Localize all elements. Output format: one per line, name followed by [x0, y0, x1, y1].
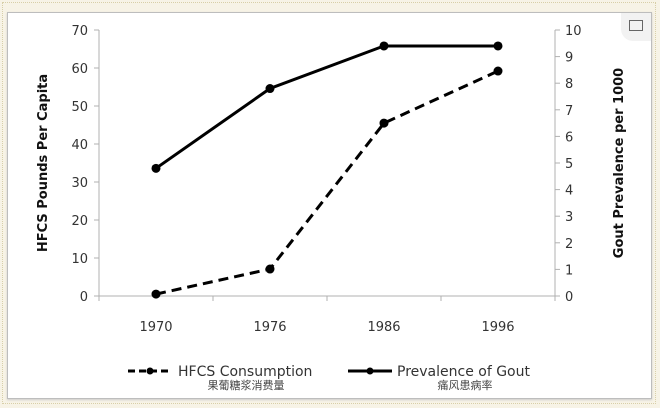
data-point-1-2 — [379, 41, 389, 51]
legend-marker — [366, 367, 374, 375]
y-tick-label: 60 — [71, 62, 88, 77]
legend-label-zh: 果葡糖浆消费量 — [208, 378, 285, 392]
y2-tick-label: 1 — [565, 263, 573, 278]
frame — [2, 2, 656, 404]
expand-icon — [629, 20, 643, 31]
y2-tick-label: 2 — [565, 237, 573, 252]
y2-tick-label: 5 — [565, 157, 573, 172]
x-tick-label: 1970 — [139, 320, 172, 335]
x-tick-label: 1996 — [481, 320, 514, 335]
y-tick-label: 70 — [71, 24, 88, 39]
legend-marker — [146, 367, 154, 375]
legend-item-hfcs[interactable]: HFCS Consumption 果葡糖浆消费量 — [128, 364, 312, 392]
series-line-1 — [155, 44, 498, 170]
y2-tick-label: 4 — [565, 184, 573, 199]
data-point-1-3 — [493, 41, 503, 51]
y-tick-label: 50 — [71, 100, 88, 115]
y2-tick-label: 7 — [565, 104, 573, 119]
y2-tick-label: 8 — [565, 77, 573, 92]
data-point-0-3 — [493, 66, 503, 76]
series-line-0 — [155, 69, 499, 296]
x-tick-label: 1976 — [253, 320, 286, 335]
y-tick-label: 30 — [71, 176, 88, 191]
x-tick-label: 1986 — [367, 320, 400, 335]
y2-tick-label: 3 — [565, 210, 573, 225]
data-point-0-1 — [265, 264, 275, 274]
y-axis-label: HFCS Pounds Per Capita — [36, 74, 51, 252]
legend-label: HFCS Consumption — [178, 364, 312, 380]
y-tick-label: 40 — [71, 138, 88, 153]
expand-button[interactable] — [621, 13, 651, 41]
y-tick-label: 10 — [71, 252, 88, 267]
y2-tick-label: 10 — [565, 24, 582, 39]
y2-tick-label: 0 — [565, 290, 573, 305]
chart-panel — [7, 12, 652, 399]
legend: HFCS Consumption 果葡糖浆消费量 Prevalence of G… — [128, 364, 530, 392]
y-tick-label: 0 — [80, 290, 88, 305]
legend-label: Prevalence of Gout — [397, 364, 530, 380]
legend-label-zh: 痛风患病率 — [438, 378, 493, 392]
data-point-1-0 — [151, 163, 161, 173]
data-point-0-0 — [151, 289, 161, 299]
y-tick-label: 20 — [71, 214, 88, 229]
y2-axis-label: Gout Prevalence per 1000 — [612, 68, 627, 258]
data-point-0-2 — [379, 118, 389, 128]
legend-item-gout[interactable]: Prevalence of Gout 痛风患病率 — [348, 364, 530, 392]
data-point-1-1 — [265, 84, 275, 94]
y2-tick-label: 9 — [565, 51, 573, 66]
y2-tick-label: 6 — [565, 130, 573, 145]
